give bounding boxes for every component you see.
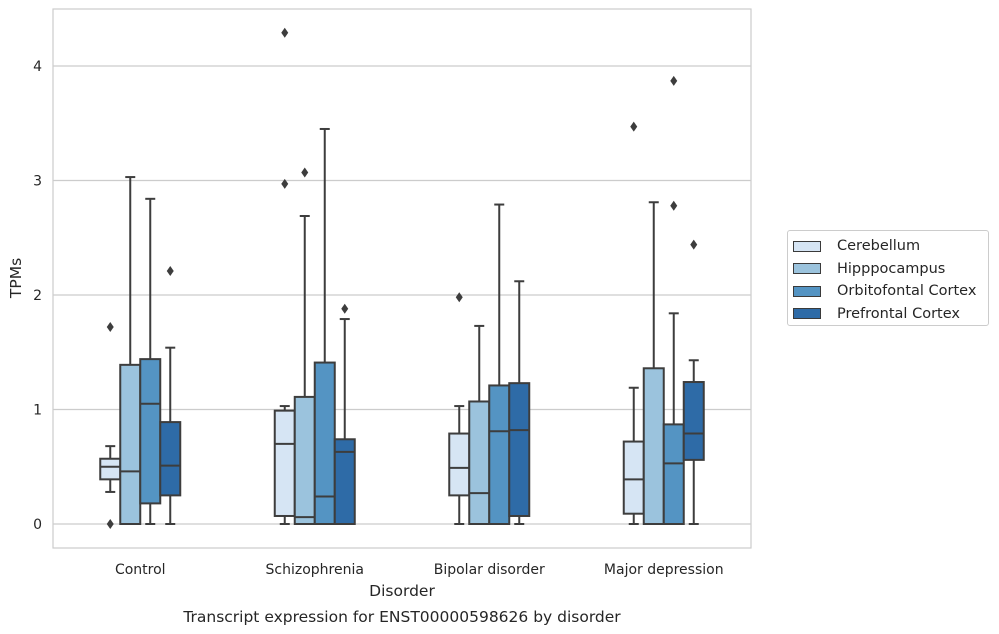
outlier-point (281, 178, 289, 189)
outlier-point (690, 239, 698, 250)
outlier-point (670, 75, 678, 86)
legend-swatch (793, 285, 821, 297)
box-orbitofontal-cortex (488, 203, 511, 525)
legend-item: Orbitofontal Cortex (793, 280, 988, 303)
outlier-point (166, 265, 174, 276)
y-tick-label: 3 (33, 174, 42, 190)
outlier-point (301, 167, 309, 178)
box-orbitofontal-cortex (662, 75, 685, 526)
outlier-point (106, 322, 114, 333)
y-tick-label: 2 (33, 288, 42, 304)
box-orbitofontal-cortex (313, 127, 336, 525)
iqr-box (293, 395, 316, 525)
outlier-point (106, 519, 114, 529)
iqr-box (662, 423, 685, 526)
legend-label: Hipppocampus (837, 260, 946, 277)
iqr-box (273, 409, 296, 517)
x-tick-label: Bipolar disorder (434, 562, 545, 578)
x-tick-label: Schizophrenia (266, 562, 364, 578)
iqr-box (448, 432, 471, 497)
legend-item: Hipppocampus (793, 258, 988, 281)
iqr-box (119, 363, 142, 525)
legend-item: Cerebellum (793, 235, 988, 258)
iqr-box (99, 457, 122, 481)
iqr-box (622, 440, 645, 515)
outlier-point (455, 292, 463, 303)
legend-swatch (793, 308, 821, 320)
legend-label: Orbitofontal Cortex (837, 283, 977, 300)
box-cerebellum (273, 27, 296, 525)
iqr-box (313, 361, 336, 525)
chart-title: Transcript expression for ENST0000059862… (182, 608, 621, 626)
x-tick-label: Major depression (604, 562, 724, 578)
y-axis-label: TPMs (7, 258, 25, 299)
iqr-box (468, 400, 491, 525)
box-cerebellum (448, 292, 471, 525)
box-cerebellum (622, 121, 645, 525)
box-prefrontal-cortex (333, 303, 356, 525)
legend-swatch (793, 240, 821, 252)
iqr-box (508, 382, 531, 517)
legend-item: Prefrontal Cortex (793, 303, 988, 326)
legend: Cerebellum Hipppocampus Orbitofontal Corte… (787, 230, 989, 326)
outlier-point (630, 121, 638, 132)
iqr-box (642, 367, 665, 525)
outlier-point (281, 27, 289, 38)
legend-label: Cerebellum (837, 238, 921, 255)
y-tick-label: 0 (33, 517, 42, 533)
box-hipppocampus (468, 324, 491, 525)
outlier-point (341, 303, 349, 314)
box-orbitofontal-cortex (139, 197, 162, 525)
iqr-box (682, 381, 705, 461)
box-cerebellum (99, 322, 122, 529)
iqr-box (333, 438, 356, 525)
y-tick-label: 1 (33, 403, 42, 419)
legend-swatch (793, 263, 821, 275)
box-prefrontal-cortex (682, 239, 705, 525)
box-hipppocampus (293, 167, 316, 525)
iqr-box (139, 358, 162, 505)
x-tick-label: Control (115, 562, 166, 578)
x-axis-label: Disorder (369, 582, 435, 600)
y-tick-label: 4 (33, 59, 42, 75)
box-prefrontal-cortex (159, 265, 182, 525)
box-groups (99, 27, 705, 529)
plot-area-frame (52, 8, 752, 549)
box-prefrontal-cortex (508, 280, 531, 525)
legend-label: Prefrontal Cortex (837, 305, 960, 322)
y-axis-ticks: 0 1 2 3 4 (33, 59, 42, 533)
x-axis-ticks: Control Schizophrenia Bipolar disorder Majo… (115, 562, 724, 578)
outlier-point (670, 200, 678, 211)
iqr-box (488, 384, 511, 525)
box-hipppocampus (119, 176, 142, 525)
box-hipppocampus (642, 201, 665, 525)
iqr-box (159, 421, 182, 497)
